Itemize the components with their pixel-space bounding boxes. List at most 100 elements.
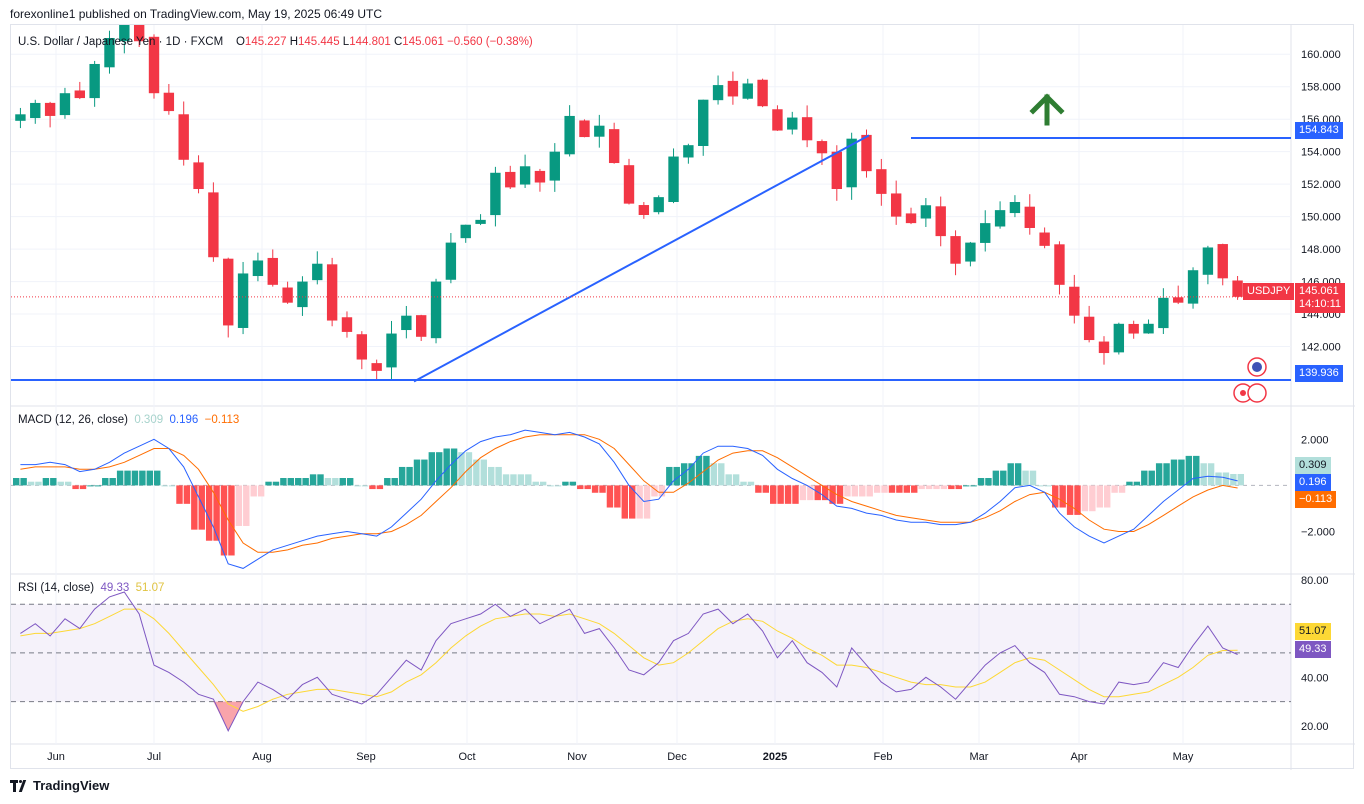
candle-body (564, 115, 575, 155)
macd-histogram-bar (102, 478, 109, 486)
candle-body (1232, 280, 1243, 297)
macd-histogram-bar (948, 485, 955, 490)
macd-histogram-bar (1215, 472, 1222, 486)
candle-body (1158, 297, 1169, 329)
macd-histogram-bar (458, 452, 465, 486)
candle-body (787, 117, 798, 130)
macd-histogram-bar (940, 485, 948, 490)
macd-histogram-bar (1007, 463, 1014, 486)
rsi-line (20, 591, 1238, 732)
macd-histogram-bar (205, 485, 213, 541)
candle-body (119, 25, 130, 42)
macd-histogram-bar (398, 466, 406, 486)
macd-histogram-bar (770, 485, 777, 504)
ohlc-legend: U.S. Dollar / Japanese Yen · 1D · FXCM O… (18, 36, 533, 48)
candle-body (772, 109, 783, 131)
macd-histogram-bar (1185, 455, 1193, 486)
footer-brand-text: TradingView (33, 778, 110, 793)
candle-body (1187, 270, 1199, 304)
time-tick-label: May (1173, 751, 1194, 763)
time-tick-label: 2025 (763, 751, 787, 763)
macd-histogram-bar (332, 478, 339, 486)
candle-body (698, 99, 709, 147)
open-value: 145.227 (244, 36, 287, 48)
candle-body (623, 165, 635, 204)
macd-histogram-bar (1022, 470, 1029, 486)
candle-body (386, 333, 397, 368)
macd-histogram-bar (421, 459, 428, 486)
macd-histogram-bar (176, 485, 183, 504)
time-tick-label: Dec (667, 751, 687, 763)
macd-histogram-bar (606, 485, 614, 508)
candle-body (371, 363, 382, 371)
macd-histogram-bar (1148, 470, 1155, 486)
rsi-tick-label: 40.00 (1301, 672, 1329, 684)
time-tick-label: Oct (458, 751, 475, 763)
macd-histogram-bar (732, 474, 740, 486)
rsi-tick-label: 20.00 (1301, 721, 1329, 733)
macd-histogram-bar (228, 485, 235, 556)
price-tick-label: 160.000 (1301, 49, 1341, 61)
macd-histogram-bar (428, 452, 436, 486)
macd-histogram-bar (629, 485, 636, 519)
macd-histogram-bar (198, 485, 205, 530)
macd-histogram-bar (562, 481, 569, 486)
macd-histogram-bar (94, 485, 102, 487)
rsi-tick-label: 80.00 (1301, 575, 1329, 587)
time-tick-label: Aug (252, 751, 272, 763)
candle-body (193, 162, 204, 190)
macd-histogram-bar (450, 448, 458, 486)
candle-body (1173, 297, 1184, 303)
candle-body (1113, 323, 1125, 353)
low-label: L (342, 36, 350, 48)
macd-histogram-bar (1103, 485, 1111, 508)
chart-area[interactable]: 160.000 158.000 156.000 154.000 152.000 150.0… (10, 24, 1355, 770)
candle-body (297, 281, 308, 308)
macd-histogram-bar (680, 463, 688, 486)
macd-histogram-bar (139, 470, 146, 486)
candle-body (326, 264, 338, 321)
macd-histogram-bar (621, 485, 628, 519)
macd-histogram-bar (1074, 485, 1081, 515)
macd-histogram-bar (168, 485, 176, 487)
last-price-tag: 145.061 14:10:11 (1295, 283, 1346, 313)
macd-histogram-bar (309, 474, 317, 486)
macd-histogram-bar (799, 485, 807, 501)
chart-canvas[interactable]: 160.000158.000156.000154.000152.000150.0… (11, 25, 1355, 770)
footer-brand[interactable]: TradingView (10, 778, 109, 793)
macd-histogram-bar (695, 455, 703, 486)
time-tick-label: Jul (147, 751, 161, 763)
macd-histogram-bar (302, 478, 309, 486)
jp-event-dot (1240, 390, 1246, 396)
macd-histogram-bar (109, 478, 116, 486)
candle-body (1098, 341, 1110, 354)
macd-histogram-bar (154, 470, 161, 486)
macd-histogram-bar (436, 452, 443, 486)
macd-histogram-bar (35, 481, 42, 486)
macd-histogram-bar (183, 485, 191, 504)
macd-histogram-bar (1044, 485, 1052, 487)
candle-body (1083, 316, 1095, 341)
candle-body (1143, 323, 1154, 334)
price-tick-label: 152.000 (1301, 179, 1341, 191)
macd-histogram-bar (64, 481, 72, 486)
macd-histogram-bar (1029, 470, 1037, 486)
macd-histogram-bar (977, 478, 985, 486)
candle-body (460, 224, 471, 239)
macd-histogram-bar (554, 485, 562, 487)
candle-body (1128, 323, 1139, 334)
candle-body (801, 117, 813, 141)
macd-histogram-bar (361, 485, 369, 487)
macd-histogram-bar (933, 485, 940, 490)
time-tick-label: Jun (47, 751, 65, 763)
candle-body (1054, 244, 1065, 285)
macd-histogram-bar (688, 463, 695, 486)
macd-signal-line (20, 434, 1238, 553)
macd-histogram-bar (1037, 485, 1044, 487)
macd-histogram-bar (57, 481, 64, 486)
rsi-ma-tag: 51.07 (1295, 623, 1331, 640)
candle-body (905, 213, 917, 224)
candle-body (312, 263, 323, 281)
macd-histogram-bar (280, 478, 287, 486)
macd-histogram-bar (792, 485, 799, 504)
